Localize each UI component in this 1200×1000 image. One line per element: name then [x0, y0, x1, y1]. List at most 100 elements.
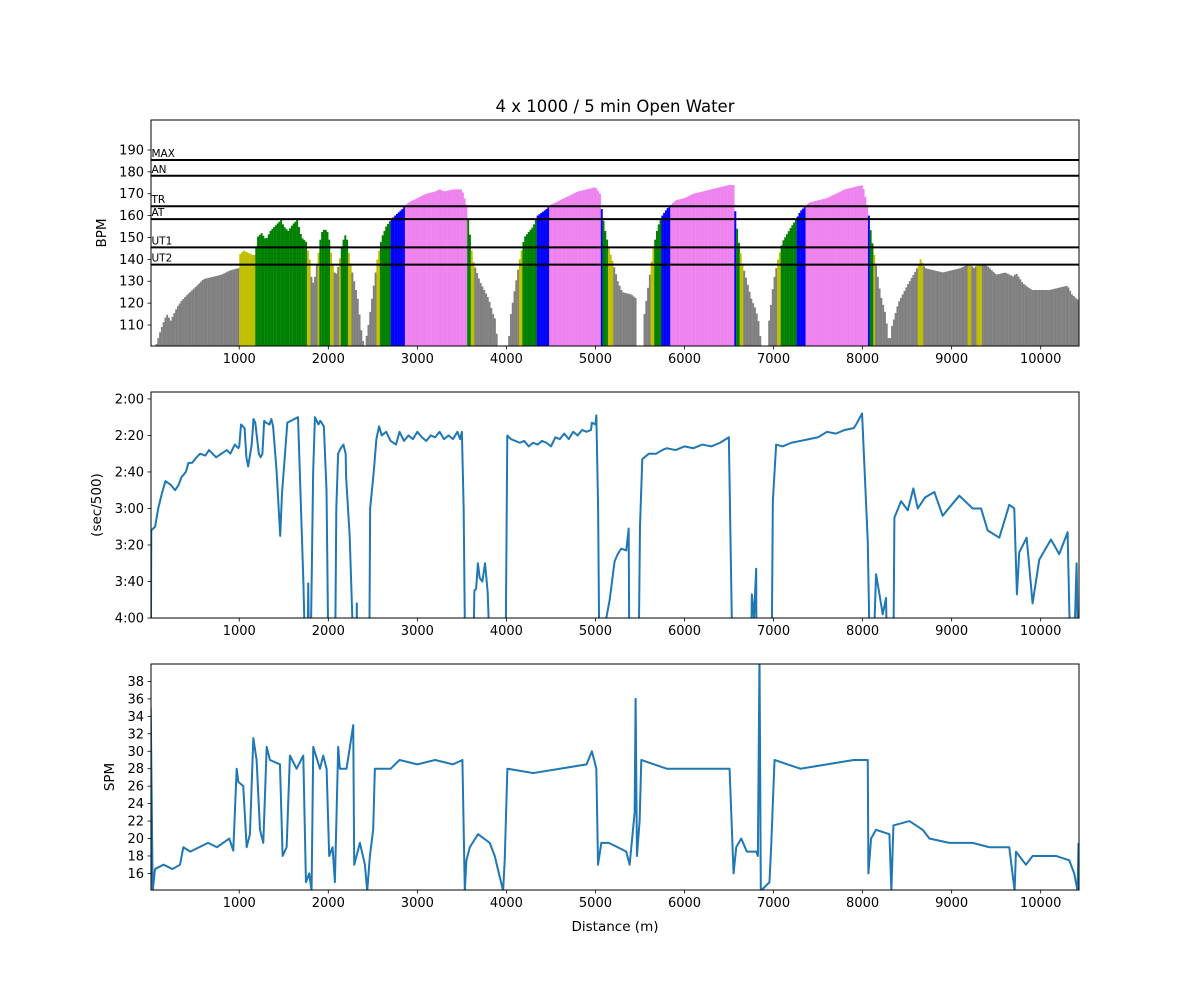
hr-bar	[739, 253, 742, 346]
hr-bar	[463, 198, 466, 346]
hr-bar	[851, 187, 854, 346]
hr-bar	[994, 273, 997, 346]
hr-bar	[916, 268, 918, 346]
hr-bar	[987, 266, 990, 346]
hr-bar	[239, 254, 242, 346]
y-tick-label: 110	[119, 318, 144, 333]
hr-bar	[200, 281, 202, 346]
hr-bar	[704, 190, 707, 346]
hr-bar	[440, 190, 443, 346]
x-tick-label: 7000	[757, 624, 790, 639]
hr-bar	[298, 226, 300, 346]
hr-bar	[182, 299, 185, 346]
hr-bar	[928, 269, 931, 346]
hr-bar	[1065, 285, 1068, 346]
hr-bar	[331, 263, 334, 346]
hr-bar	[812, 201, 815, 346]
hr-bar	[554, 202, 557, 346]
hr-bar	[680, 198, 683, 346]
x-tick-label: 10000	[1020, 352, 1061, 367]
hr-bar	[543, 210, 546, 346]
y-tick-label: 140	[119, 253, 144, 268]
hr-bar	[618, 285, 621, 346]
hr-bar	[648, 274, 651, 346]
y-tick-label: 24	[127, 797, 144, 812]
hr-bar	[324, 229, 327, 346]
hr-bar	[248, 253, 251, 346]
hr-bar	[620, 289, 623, 346]
hr-bar	[670, 204, 673, 346]
hr-bar	[258, 234, 261, 346]
hr-bar	[643, 314, 646, 346]
hr-bar	[169, 320, 172, 346]
hr-bar	[600, 209, 603, 346]
hr-bar	[629, 294, 632, 346]
hr-bar	[164, 317, 167, 346]
hr-bar	[306, 250, 309, 346]
hr-bar	[531, 227, 534, 346]
hr-bar	[379, 241, 382, 346]
hr-bar	[476, 273, 479, 346]
hr-bar	[933, 270, 936, 346]
hr-bar	[689, 195, 692, 346]
hr-bar	[723, 186, 726, 346]
hr-bar	[495, 333, 498, 346]
axes-frame	[150, 663, 1080, 891]
axes-frame	[150, 119, 1080, 347]
hr-bar	[980, 264, 983, 346]
hr-bar	[328, 239, 331, 346]
hr-bar	[372, 285, 375, 346]
hr-bar	[793, 222, 796, 346]
y-tick-label: 2:00	[115, 392, 144, 407]
hr-bar	[465, 204, 468, 346]
hr-bar	[381, 235, 384, 346]
hr-bar	[656, 230, 658, 346]
hr-bar	[584, 189, 587, 346]
hr-bar	[401, 209, 404, 346]
hr-bar	[1054, 288, 1057, 346]
hr-bar	[791, 225, 794, 346]
hr-bar	[1021, 282, 1024, 346]
hr-bar	[616, 281, 619, 346]
hr-bar	[615, 274, 617, 346]
hr-bar	[219, 274, 222, 346]
hr-bar	[599, 193, 601, 346]
hr-bar	[983, 265, 986, 346]
hr-bar	[265, 237, 268, 346]
hr-bar	[237, 268, 240, 346]
y-tick-label: 4:00	[115, 612, 144, 627]
hr-bar	[454, 189, 457, 346]
hr-bar	[159, 332, 162, 346]
hr-bar	[752, 303, 755, 346]
hr-bar	[330, 252, 333, 346]
hr-bar	[958, 268, 961, 346]
hr-bar	[417, 197, 420, 346]
y-tick-label: 38	[127, 675, 144, 690]
hr-bar	[964, 265, 967, 346]
hr-bar	[488, 301, 491, 346]
hr-bar	[558, 200, 560, 346]
hr-bar	[825, 198, 828, 346]
hr-bar	[873, 254, 876, 346]
hr-bar	[889, 338, 892, 346]
hr-bar	[891, 326, 894, 346]
hr-bar	[700, 191, 703, 346]
hr-bar	[1008, 274, 1011, 346]
zone-label-ut1: UT1	[152, 235, 173, 247]
hr-bar	[969, 264, 972, 346]
hr-bar	[673, 201, 676, 346]
hr-bar	[900, 297, 902, 346]
hr-bar	[493, 318, 496, 346]
hr-bar	[184, 297, 186, 346]
hr-bar	[353, 281, 356, 346]
zone-label-an: AN	[152, 164, 167, 176]
hr-bar	[175, 309, 178, 346]
hr-bar	[337, 267, 340, 346]
x-tick-label: 6000	[668, 896, 701, 911]
hr-bar	[816, 200, 819, 346]
hr-bar	[201, 279, 204, 346]
hr-bar	[241, 252, 243, 346]
hr-bar	[527, 232, 530, 346]
hr-bar	[508, 335, 511, 346]
